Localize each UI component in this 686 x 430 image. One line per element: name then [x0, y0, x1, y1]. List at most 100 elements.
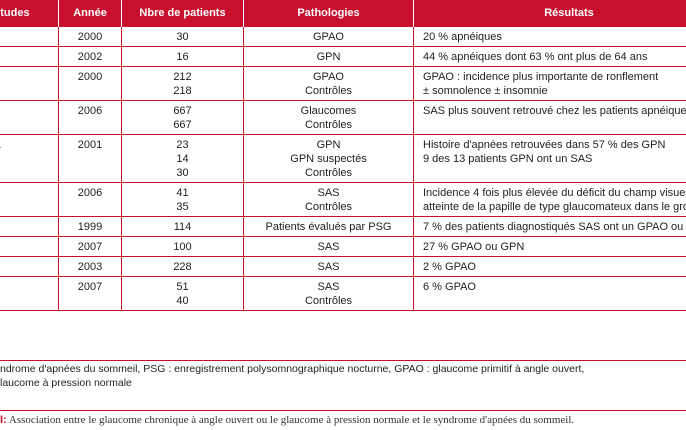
cell-resultats: 20 % apnéiques [413, 26, 686, 47]
cell-patients-line: 667 [173, 119, 192, 131]
table-footnote: ndrome d'apnées du sommeil, PSG : enregi… [0, 360, 686, 390]
cell-etude: et al. [0, 26, 59, 47]
header-etudes: Études [0, 0, 59, 27]
cell-patients-line: 100 [173, 241, 192, 253]
header-annee: Année [58, 0, 122, 27]
cell-resultats-line: GPAO : incidence plus importante de ronf… [423, 71, 659, 83]
cell-resultats: 7 % des patients diagnostiqués SAS ont u… [413, 216, 686, 237]
header-patients: Nbre de patients [121, 0, 244, 27]
cell-pathologies: Glaucomes Contrôles [243, 100, 414, 135]
table-row: s et al.2001 23 14 30 GPN GPN suspectés Contrô… [0, 134, 686, 183]
cell-pathologies: GPAO Contrôles [243, 66, 414, 101]
cell-pathologies-line: Glaucomes [300, 105, 357, 117]
cell-patients-line: 35 [176, 201, 189, 213]
cell-pathologies-line: Contrôles [304, 85, 353, 97]
cell-pathologies: GPN GPN suspectés Contrôles [243, 134, 414, 183]
caption-label: I: [0, 414, 7, 426]
cell-resultats: 27 % GPAO ou GPN [413, 236, 686, 257]
cell-patients: 51 40 [121, 276, 244, 311]
cell-pathologies-line: SAS [317, 187, 340, 199]
cell-resultats: 6 % GPAO [413, 276, 686, 311]
table-row: et al.1999 114 Patients évalués par PSG 7 %… [0, 216, 686, 237]
table-row: et al.2003 228 SAS 2 % GPAO [0, 256, 686, 277]
cell-patients: 667 667 [121, 100, 244, 135]
cell-patients-line: 228 [173, 261, 192, 273]
cell-patients: 23 14 30 [121, 134, 244, 183]
table-row: et al.2000 30 GPAO 20 % apnéiques [0, 26, 686, 47]
cell-annee: 2000 [58, 66, 122, 101]
cell-pathologies-line: Contrôles [304, 119, 353, 131]
cell-pathologies: SAS Contrôles [243, 276, 414, 311]
cell-patients: 16 [121, 46, 244, 67]
cell-pathologies-line: Contrôles [304, 295, 353, 307]
cell-patients-line: 14 [176, 153, 189, 165]
cell-resultats-line: 20 % apnéiques [423, 31, 502, 43]
table-row: l et al.2007 100 SAS 27 % GPAO ou GPN [0, 236, 686, 257]
cell-resultats-line: 27 % GPAO ou GPN [423, 241, 525, 253]
cell-patients-line: 30 [176, 31, 189, 43]
cell-patients-line: 30 [176, 167, 189, 179]
cell-patients: 30 [121, 26, 244, 47]
cell-resultats: Incidence 4 fois plus élevée du déficit … [413, 182, 686, 217]
cell-annee: 2000 [58, 26, 122, 47]
cell-annee: 2006 [58, 182, 122, 217]
footnote-line-2: laucome à pression normale [0, 377, 132, 389]
caption-text: Association entre le glaucome chronique … [8, 414, 575, 426]
cell-resultats: SAS plus souvent retrouvé chez les patie… [413, 100, 686, 135]
cell-annee: 2003 [58, 256, 122, 277]
cell-patients: 41 35 [121, 182, 244, 217]
cell-etude: et al. [0, 182, 59, 217]
cell-pathologies-line: GPN [316, 139, 341, 151]
cell-pathologies-line: Contrôles [304, 201, 353, 213]
cell-patients-line: 667 [173, 105, 192, 117]
cell-pathologies-line: SAS [317, 281, 340, 293]
cell-patients-line: 23 [176, 139, 189, 151]
cell-pathologies: GPN [243, 46, 414, 67]
cell-resultats-line: 2 % GPAO [423, 261, 476, 273]
cell-patients-line: 41 [176, 187, 189, 199]
cell-pathologies: SAS Contrôles [243, 182, 414, 217]
cell-resultats-line: 9 des 13 patients GPN ont un SAS [423, 153, 593, 165]
cell-pathologies-line: GPN [316, 51, 341, 63]
cell-pathologies: GPAO [243, 26, 414, 47]
cell-annee: 1999 [58, 216, 122, 237]
cell-resultats-line: Incidence 4 fois plus élevée du déficit … [423, 187, 686, 199]
cell-annee: 2006 [58, 100, 122, 135]
cell-resultats-line: ± somnolence ± insomnie [423, 85, 548, 97]
cell-patients-line: 40 [176, 295, 189, 307]
cell-patients-line: 114 [173, 221, 192, 233]
cell-annee: 2007 [58, 276, 122, 311]
cell-etude: l et al. [0, 236, 59, 257]
cell-patients: 228 [121, 256, 244, 277]
cell-etude: et al. [0, 216, 59, 237]
cell-resultats: GPAO : incidence plus importante de ronf… [413, 66, 686, 101]
cell-resultats-line: 44 % apnéiques dont 63 % ont plus de 64 … [423, 51, 648, 63]
cell-pathologies-line: Contrôles [304, 167, 353, 179]
cell-resultats-line: Histoire d'apnées retrouvées dans 57 % d… [423, 139, 666, 151]
cell-etude: et al. [0, 100, 59, 135]
cell-annee: 2002 [58, 46, 122, 67]
cell-etude: et al. [0, 46, 59, 67]
cell-pathologies: SAS [243, 256, 414, 277]
cell-etude: et al. [0, 66, 59, 101]
cell-patients: 100 [121, 236, 244, 257]
cell-annee: 2001 [58, 134, 122, 183]
cell-pathologies-line: Patients évalués par PSG [265, 221, 392, 233]
cell-pathologies-line: GPAO [313, 71, 344, 83]
cell-patients-line: 51 [176, 281, 189, 293]
cell-pathologies-line: GPAO [313, 31, 344, 43]
cell-resultats-line: 7 % des patients diagnostiqués SAS ont u… [423, 221, 686, 233]
results-table: Études Année Nbre de patients Pathologie… [0, 0, 686, 311]
cell-patients: 114 [121, 216, 244, 237]
cell-annee: 2007 [58, 236, 122, 257]
cell-pathologies: Patients évalués par PSG [243, 216, 414, 237]
header-pathologies: Pathologies [243, 0, 414, 27]
table-caption: I: Association entre le glaucome chroniq… [0, 410, 686, 427]
cell-patients: 212 218 [121, 66, 244, 101]
